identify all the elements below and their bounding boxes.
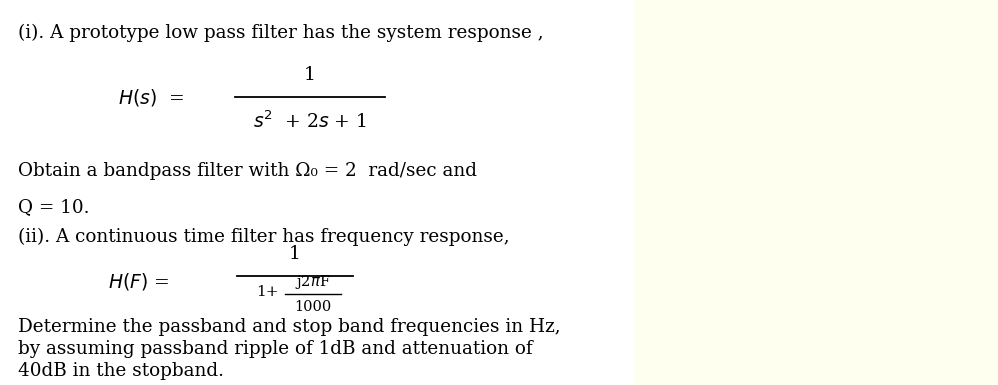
Text: 1: 1 <box>304 66 316 84</box>
Text: 1000: 1000 <box>294 300 331 314</box>
Text: $s^2$  + 2$s$ + 1: $s^2$ + 2$s$ + 1 <box>253 110 367 132</box>
Text: 1+: 1+ <box>255 285 278 299</box>
Text: Q = 10.: Q = 10. <box>18 198 90 216</box>
Text: (i). A prototype low pass filter has the system response ,: (i). A prototype low pass filter has the… <box>18 24 544 42</box>
Bar <box>0 0 634 385</box>
Text: Obtain a bandpass filter with Ω₀ = 2  rad/sec and: Obtain a bandpass filter with Ω₀ = 2 rad… <box>18 162 477 180</box>
Bar <box>634 0 998 385</box>
Text: Determine the passband and stop band frequencies in Hz,: Determine the passband and stop band fre… <box>18 318 561 336</box>
Text: by assuming passband ripple of 1dB and attenuation of: by assuming passband ripple of 1dB and a… <box>18 340 533 358</box>
Text: 1: 1 <box>289 245 301 263</box>
Text: $H(F)$ =: $H(F)$ = <box>108 271 170 293</box>
Text: j2$\pi$F: j2$\pi$F <box>295 273 330 291</box>
Text: $H(s)$  =: $H(s)$ = <box>118 87 185 107</box>
Text: (ii). A continuous time filter has frequency response,: (ii). A continuous time filter has frequ… <box>18 228 510 246</box>
Text: 40dB in the stopband.: 40dB in the stopband. <box>18 362 224 380</box>
